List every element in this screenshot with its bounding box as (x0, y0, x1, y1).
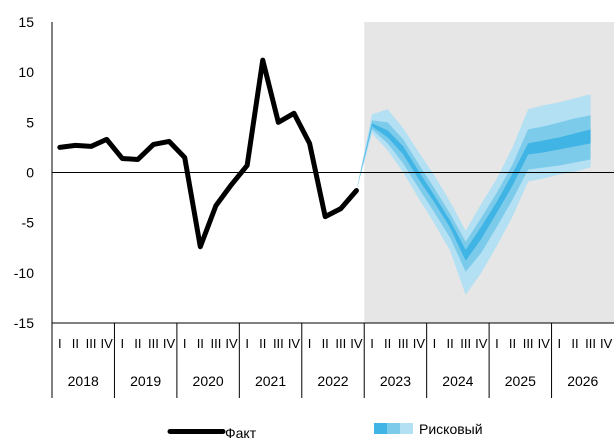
quarter-label: I (120, 336, 124, 351)
quarter-label: I (183, 336, 187, 351)
legend: Факт Рисковый (167, 421, 483, 438)
quarter-label: I (245, 336, 249, 351)
quarter-label: III (398, 336, 409, 351)
quarter-label: III (335, 336, 346, 351)
quarter-label: IV (475, 336, 488, 351)
band-mid (356, 115, 591, 272)
forecast-bands (356, 94, 591, 295)
plot-frame (51, 22, 614, 398)
quarter-label: III (273, 336, 284, 351)
quarter-label: II (259, 336, 266, 351)
year-label: 2022 (317, 373, 348, 389)
actual-series-line (57, 57, 359, 250)
quarter-label: IV (600, 336, 613, 351)
quarter-label: III (148, 336, 159, 351)
y-tick-label: 15 (18, 14, 34, 30)
quarter-label: IV (100, 336, 113, 351)
legend-actual-label: Факт (225, 425, 257, 438)
quarter-label: III (86, 336, 97, 351)
y-tick-label: 0 (26, 165, 34, 181)
quarter-label: III (523, 336, 534, 351)
quarter-label: II (72, 336, 79, 351)
quarter-label: III (585, 336, 596, 351)
quarter-label: I (308, 336, 312, 351)
quarter-label: I (558, 336, 562, 351)
quarter-label: III (460, 336, 471, 351)
y-tick-label: 5 (26, 114, 34, 130)
quarter-label: II (384, 336, 391, 351)
year-label: 2021 (255, 373, 286, 389)
quarter-label: IV (225, 336, 238, 351)
y-tick-label: 10 (18, 64, 34, 80)
y-tick-label: -10 (14, 265, 34, 281)
quarter-label: II (197, 336, 204, 351)
quarter-label: III (210, 336, 221, 351)
quarter-label: II (509, 336, 516, 351)
year-label: 2019 (130, 373, 161, 389)
legend-risk-swatch-mid (387, 423, 400, 434)
quarter-label: IV (350, 336, 363, 351)
y-axis-ticks: 15 10 5 0 -5 -10 -15 (14, 14, 34, 331)
quarter-label: II (134, 336, 141, 351)
legend-risk-label: Рисковый (419, 421, 483, 437)
quarter-label: IV (163, 336, 176, 351)
year-label: 2025 (505, 373, 536, 389)
quarter-label: II (571, 336, 578, 351)
quarter-label: I (58, 336, 62, 351)
quarter-label: IV (288, 336, 301, 351)
quarter-label: I (495, 336, 499, 351)
y-tick-label: -15 (14, 315, 34, 331)
year-label: 2026 (567, 373, 598, 389)
y-tick-label: -5 (22, 215, 35, 231)
quarter-label: I (433, 336, 437, 351)
quarter-label: I (370, 336, 374, 351)
band-inner (356, 123, 591, 261)
quarter-label: II (446, 336, 453, 351)
quarter-label: IV (538, 336, 551, 351)
year-label: 2018 (68, 373, 99, 389)
year-label: 2023 (380, 373, 411, 389)
quarter-label: IV (413, 336, 426, 351)
legend-risk-swatch-outer (400, 423, 413, 434)
year-label: 2024 (442, 373, 473, 389)
legend-risk-swatch-inner (374, 423, 387, 434)
year-label: 2020 (193, 373, 224, 389)
quarter-label: II (322, 336, 329, 351)
